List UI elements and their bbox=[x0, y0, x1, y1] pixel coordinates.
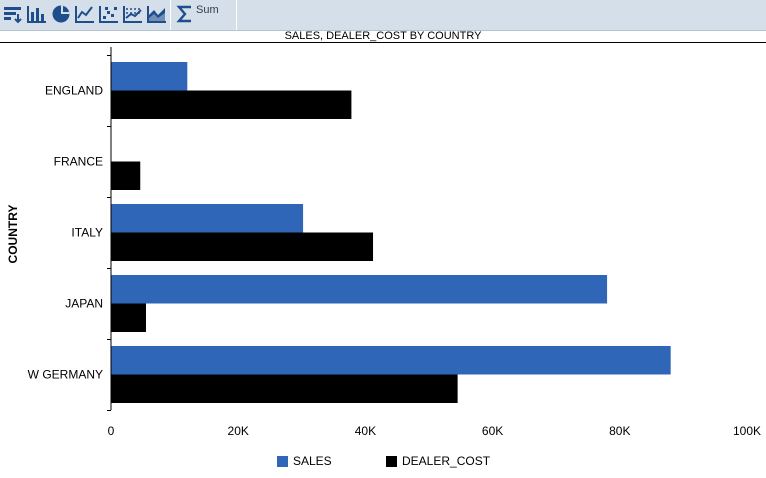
y-axis-title: COUNTRY bbox=[6, 205, 20, 264]
area-chart-icon[interactable] bbox=[146, 3, 168, 25]
x-tick-label: 40K bbox=[355, 424, 376, 438]
pie-chart-icon[interactable] bbox=[50, 3, 72, 25]
x-tick-label: 80K bbox=[609, 424, 630, 438]
chart-legend: SALES DEALER_COST bbox=[0, 454, 766, 470]
sort-icon[interactable] bbox=[2, 3, 24, 25]
scatter-chart-icon[interactable] bbox=[98, 3, 120, 25]
legend-label: SALES bbox=[293, 454, 332, 468]
legend-item-dealer-cost[interactable]: DEALER_COST bbox=[386, 454, 490, 468]
bar-sales-japan bbox=[111, 275, 608, 304]
toolbar-separator bbox=[170, 0, 171, 30]
legend-item-sales[interactable]: SALES bbox=[277, 454, 332, 468]
category-label: ENGLAND bbox=[45, 84, 103, 98]
sum-label[interactable]: Sum bbox=[196, 4, 219, 16]
toolbar-separator bbox=[236, 0, 237, 30]
x-tick-label: 100K bbox=[733, 424, 761, 438]
bar-sales-w-germany bbox=[111, 346, 671, 375]
bar-chart-icon[interactable] bbox=[26, 3, 48, 25]
chart-toolbar: Sum bbox=[0, 0, 766, 31]
category-label: W GERMANY bbox=[28, 368, 103, 382]
bar-sales-england bbox=[111, 62, 188, 91]
line-chart-icon[interactable] bbox=[74, 3, 96, 25]
x-tick-label: 0 bbox=[108, 424, 115, 438]
chart-title: SALES, DEALER_COST BY COUNTRY bbox=[284, 30, 482, 42]
title-divider bbox=[0, 42, 766, 43]
legend-label: DEALER_COST bbox=[402, 454, 491, 468]
x-tick-label: 60K bbox=[482, 424, 503, 438]
bar-sales-italy bbox=[111, 204, 304, 233]
legend-swatch bbox=[277, 455, 288, 467]
bar-dealer-cost-w-germany bbox=[111, 374, 458, 403]
bar-dealer-cost-japan bbox=[111, 303, 146, 332]
x-tick-label: 20K bbox=[228, 424, 249, 438]
bar-dealer-cost-france bbox=[111, 161, 141, 190]
bar-dealer-cost-england bbox=[111, 90, 352, 119]
bar-chart: ENGLAND FRANCE ITALY JAPAN W GERMANY COUNTRY 0… bbox=[6, 47, 761, 438]
category-label: FRANCE bbox=[54, 155, 103, 169]
category-label: JAPAN bbox=[65, 297, 103, 311]
legend-swatch bbox=[386, 455, 397, 467]
bar-dealer-cost-italy bbox=[111, 232, 374, 261]
trend-chart-icon[interactable] bbox=[122, 3, 144, 25]
category-label: ITALY bbox=[71, 226, 103, 240]
sum-icon[interactable] bbox=[174, 3, 196, 25]
